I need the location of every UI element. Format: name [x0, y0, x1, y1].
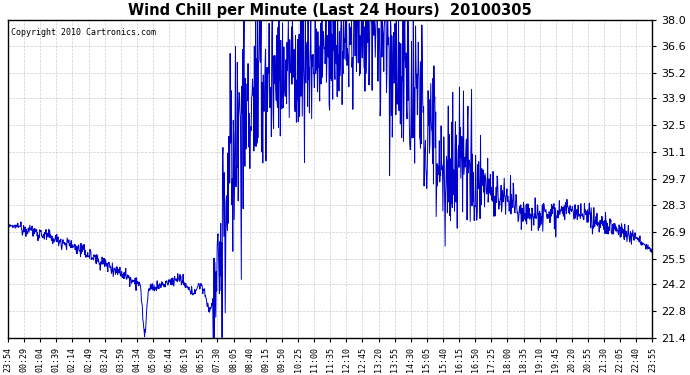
Text: Copyright 2010 Cartronics.com: Copyright 2010 Cartronics.com [11, 28, 156, 37]
Title: Wind Chill per Minute (Last 24 Hours)  20100305: Wind Chill per Minute (Last 24 Hours) 20… [128, 3, 532, 18]
